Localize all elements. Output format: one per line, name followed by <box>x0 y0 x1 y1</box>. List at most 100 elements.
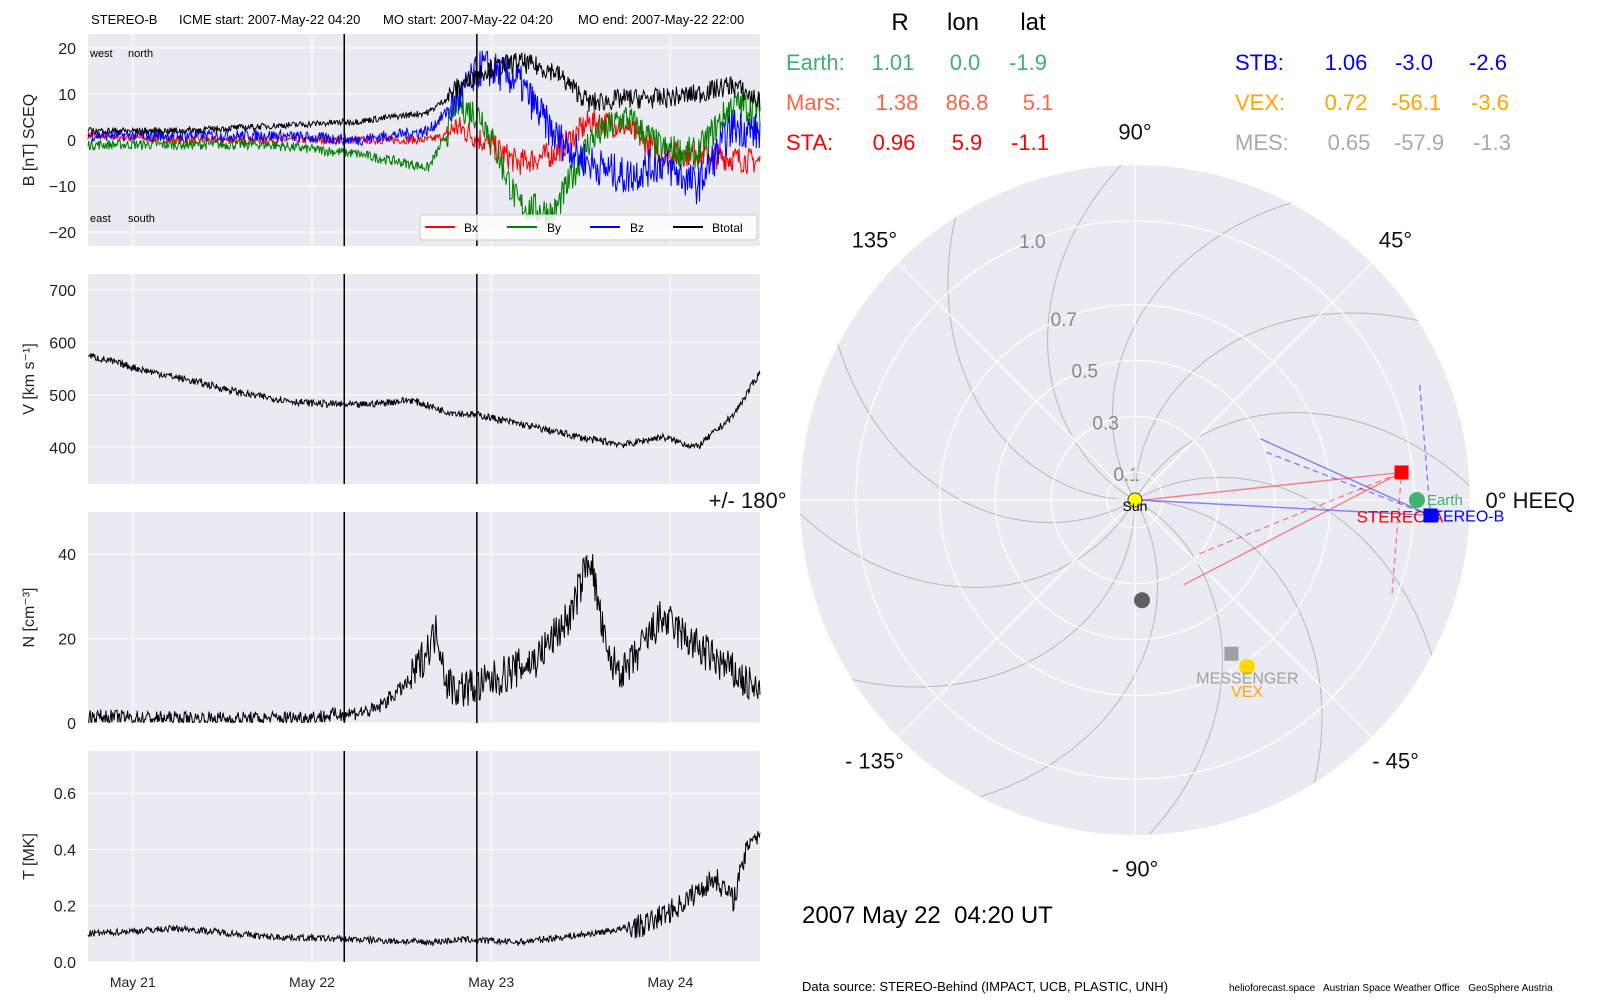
vex-name: VEX: <box>1235 90 1285 115</box>
vex-r: 0.72 <box>1325 90 1368 115</box>
position-table: R lon lat Earth: 1.01 0.0 -1.9 Mars: 1.3… <box>786 9 1511 155</box>
y-tick-label: 10 <box>58 87 76 104</box>
y-axis-label: T [MK] <box>21 833 38 880</box>
legend-btotal-label: Btotal <box>712 221 743 235</box>
angle-label: 45° <box>1379 227 1412 252</box>
parker-spiral-line <box>1111 194 1322 501</box>
table-row-mes: MES: 0.65 -57.9 -1.3 <box>1235 130 1511 155</box>
mars-lat: 5.1 <box>1023 90 1054 115</box>
spacecraft-title: STEREO-B <box>91 12 157 27</box>
b-legend: Bx By Bz Btotal <box>419 214 758 241</box>
earth-label: Earth <box>1427 492 1463 509</box>
parker-spiral-line <box>820 499 1136 688</box>
y-axis-label: V [km s⁻¹] <box>21 343 38 415</box>
parker-spirals <box>800 165 1470 835</box>
plot-datetime: 2007 May 22 04:20 UT <box>802 902 1053 929</box>
mars-name: Mars: <box>786 90 841 115</box>
y-tick-label: 700 <box>49 283 76 300</box>
polar-position-plot: 0.1 0.3 0.5 0.7 1.0 0° HEEQ 45° 90° 135° +/- 180°… <box>709 120 1575 882</box>
messenger-marker <box>1224 646 1239 661</box>
radial-tick-label: 1.0 <box>1019 232 1045 253</box>
icme-start-label: ICME start: 2007-May-22 04:20 <box>179 12 360 27</box>
legend-by-label: By <box>547 221 561 235</box>
sta-connection-line <box>1391 472 1403 594</box>
radial-tick-label: 0.7 <box>1051 310 1077 331</box>
radial-tick-label: 0.5 <box>1072 362 1098 383</box>
data-source: Data source: STEREO-Behind (IMPACT, UCB,… <box>802 979 1168 994</box>
series-line-data <box>87 831 761 947</box>
sun-marker <box>1127 492 1143 508</box>
table-row-vex: VEX: 0.72 -56.1 -3.6 <box>1235 90 1509 115</box>
angle-label: 135° <box>852 227 898 252</box>
angle-label: - 90° <box>1112 857 1159 882</box>
legend-bx-label: Bx <box>464 221 478 235</box>
stb-connection-line <box>1419 384 1432 516</box>
table-row-mars: Mars: 1.38 86.8 5.1 <box>786 90 1053 115</box>
connection-lines <box>1140 384 1432 594</box>
sta-connection-line <box>1183 471 1402 586</box>
table-row-earth: Earth: 1.01 0.0 -1.9 <box>786 50 1047 75</box>
west-annotation: west <box>89 48 113 60</box>
east-annotation: east <box>90 213 111 225</box>
y-tick-label: 20 <box>58 632 76 649</box>
mo-start-label: MO start: 2007-May-22 04:20 <box>383 12 553 27</box>
sta-lat: -1.1 <box>1011 130 1049 155</box>
y-tick-label: −20 <box>49 225 76 242</box>
series-line-bz <box>87 50 761 205</box>
vex-lat: -3.6 <box>1471 90 1509 115</box>
parker-spiral-line <box>1134 412 1470 510</box>
credits: helioforecast.space Austrian Space Weath… <box>1229 983 1553 994</box>
x-tick-label: May 24 <box>647 974 693 990</box>
table-row-sta: STA: 0.96 5.9 -1.1 <box>786 130 1049 155</box>
mes-lat: -1.3 <box>1473 130 1511 155</box>
mars-lon: 86.8 <box>946 90 989 115</box>
stb-lat: -2.6 <box>1469 50 1507 75</box>
earth-marker <box>1408 492 1425 508</box>
y-tick-label: 0.4 <box>54 842 76 859</box>
radial-tick-label: 0.3 <box>1092 413 1118 434</box>
y-tick-label: −10 <box>49 179 76 196</box>
y-tick-label: 0 <box>67 716 76 733</box>
y-tick-label: 0.6 <box>54 786 76 803</box>
legend-bz-label: Bz <box>630 221 644 235</box>
y-tick-label: 0.2 <box>54 899 76 916</box>
x-tick-label: May 21 <box>110 974 156 990</box>
earth-name: Earth: <box>786 50 845 75</box>
magnetic-field-panel: 20 10 0 −10 −20 B [nT] SCEQ <box>21 34 761 246</box>
density-panel: 40 20 0 N [cm⁻³] <box>21 512 761 733</box>
stb-r: 1.06 <box>1325 50 1368 75</box>
angle-spoke <box>1134 499 1373 738</box>
table-header-lat: lat <box>1020 9 1046 36</box>
y-tick-label: 40 <box>58 547 76 564</box>
angle-label: +/- 180° <box>709 488 787 513</box>
sta-connection-line <box>1198 471 1402 555</box>
sun-label: Sun <box>1123 498 1148 514</box>
y-tick-label: 20 <box>58 41 76 58</box>
angle-spoke <box>897 499 1136 738</box>
mercury-marker <box>1134 592 1151 609</box>
earth-lat: -1.9 <box>1009 50 1047 75</box>
series-line-data <box>87 352 761 450</box>
stereo-a-marker <box>1394 465 1409 480</box>
stereo-b-label: STEREO-B <box>1423 508 1505 525</box>
y-axis-label: B [nT] SCEQ <box>21 94 38 186</box>
earth-r: 1.01 <box>872 50 915 75</box>
venus-express-marker <box>1239 658 1256 675</box>
vex-lon: -56.1 <box>1391 90 1441 115</box>
sta-r: 0.96 <box>873 130 916 155</box>
north-annotation: north <box>128 48 153 60</box>
venus-express-label: VEX <box>1231 684 1263 701</box>
mes-name: MES: <box>1235 130 1289 155</box>
y-axis-label: N [cm⁻³] <box>21 588 38 648</box>
y-tick-label: 500 <box>49 388 76 405</box>
south-annotation: south <box>128 213 155 225</box>
speed-panel: 700 600 500 400 V [km s⁻¹] <box>21 274 761 484</box>
y-tick-label: 0.0 <box>54 955 76 972</box>
angle-label: 90° <box>1118 120 1151 145</box>
angle-spoke <box>1134 262 1373 501</box>
sta-lon: 5.9 <box>952 130 983 155</box>
parker-spiral-line <box>829 313 1136 524</box>
stereo-b-marker <box>1423 508 1438 523</box>
sta-name: STA: <box>786 130 833 155</box>
